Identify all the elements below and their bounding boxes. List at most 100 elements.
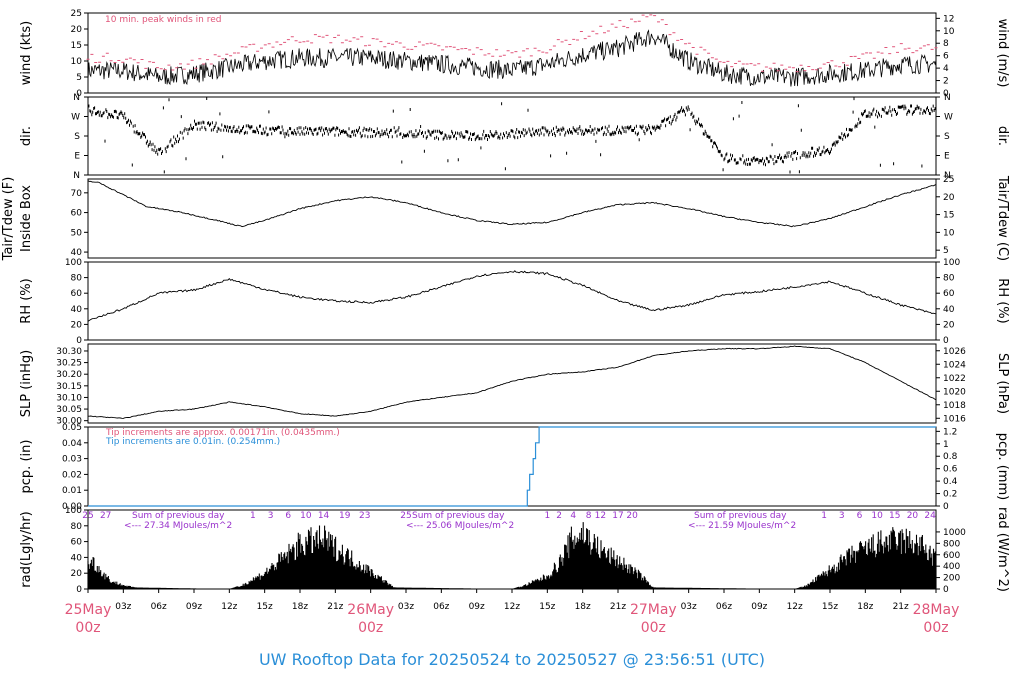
rad-hour-mark: 8 [586,511,592,521]
ytick-right-label-slp: 1016 [943,414,966,424]
ylabel-left-rh: RH (%) [19,278,34,323]
ytick-label-rad: 40 [71,553,83,563]
xtick-label: 03z [115,602,131,612]
ytick-right-label-dir: W [944,113,953,123]
ylabel-left-tair: Inside Box [19,185,34,252]
ytick-right-label-rh: 0 [943,336,949,346]
rad-hour-mark: 1 [544,511,550,521]
ytick-right-label-slp: 1022 [943,374,966,384]
ytick-label-rad: 20 [71,569,83,579]
ytick-label-wind: 0 [76,89,82,99]
slp-series-line [88,345,937,419]
ytick-right-label-slp: 1026 [943,347,966,357]
ytick-label-pcp: 0.02 [62,470,82,480]
ytick-label-rh: 0 [76,336,82,346]
ytick-label-slp: 30.30 [56,347,82,357]
ytick-right-label-wind: 4 [943,64,949,74]
ytick-label-tair: 70 [71,189,83,199]
ytick-right-label-rh: 100 [943,258,960,268]
ytick-right-label-wind: 10 [943,27,955,37]
ytick-label-rad: 0 [76,585,82,595]
ytick-right-label-dir: E [944,152,950,162]
pcp-series-line [88,426,936,507]
ytick-right-label-dir: S [944,132,950,142]
footer-title: UW Rooftop Data for 20250524 to 20250527… [259,650,765,669]
ytick-right-label-pcp: 0.8 [943,452,958,462]
rad-annotation: <--- 21.59 MJoules/m^2 [688,521,796,531]
ytick-label-rh: 20 [71,320,83,330]
ytick-label-rh: 100 [65,258,82,268]
ytick-right-label-dir: N [944,93,951,103]
xtick-label: 09z [469,602,485,612]
xtick-label: 18z [292,602,308,612]
ytick-right-label-pcp: 1 [943,440,949,450]
xtick-label: 15z [539,602,555,612]
wind-peak-marks [86,14,938,73]
ytick-label-slp: 30.20 [56,370,82,380]
xtick-label: 21z [610,602,626,612]
xtick-label: 12z [221,602,237,612]
ytick-right-label-tair: 10 [943,228,955,238]
ytick-right-label-wind: 12 [943,14,954,24]
ytick-label-pcp: 0.01 [62,486,82,496]
date-label: 26May [347,602,394,618]
panel-frame-dir [87,96,937,176]
xtick-label: 09z [751,602,767,612]
rad-hour-mark: 17 [612,511,623,521]
ytick-right-label-pcp: 0.2 [943,490,957,500]
rad-hour-mark: 20 [907,511,919,521]
ytick-label-tair: 40 [71,248,83,258]
ytick-right-label-pcp: 0.6 [943,465,958,475]
ytick-right-label-tair: 15 [943,211,954,221]
xtick-label: 18z [575,602,591,612]
ylabel-left-rad: rad(Lgly/hr) [19,511,34,587]
panel-frame-tair [87,178,937,259]
ytick-label-wind: 20 [71,25,83,35]
wind-annotation: 10 min. peak winds in red [105,15,222,25]
ylabel-right-tair: Tair/Tdew (C) [995,175,1010,261]
ytick-label-rh: 60 [71,289,83,299]
rad-annotation: Sum of previous day [694,511,787,521]
ytick-right-label-tair: 5 [943,246,949,256]
ytick-right-label-wind: 8 [943,39,949,49]
ytick-label-pcp: 0.03 [62,455,82,465]
ytick-label-tair: 50 [71,228,83,238]
ylabel-right-pcp: pcp. (mm) [995,433,1010,500]
ytick-label-dir: N [73,171,80,181]
rad-hour-mark: 20 [626,511,638,521]
pcp-note-exact: Tip increments are 0.01in. (0.254mm.) [105,437,280,447]
ylabel-left-wind: wind (kts) [19,21,34,85]
ytick-right-label-rh: 60 [943,289,955,299]
rad-hour-mark: 10 [871,511,883,521]
panel-pcp: pcp. (in) pcp. (mm) 0.00 0.01 0.02 0.03 0.04 0.… [19,423,1010,512]
ytick-right-label-rad: 1000 [943,528,966,538]
panel-frame-rh [87,261,937,341]
ytick-label-dir: N [73,93,80,103]
rad-hour-mark: 10 [300,511,312,521]
rad-hour-mark: 12 [595,511,606,521]
ytick-label-pcp: 0.04 [62,439,82,449]
ytick-label-slp: 30.15 [56,382,82,392]
rad-hour-mark: 3 [268,511,274,521]
xtick-label: 12z [504,602,520,612]
ytick-label-rad: 100 [65,506,82,516]
ytick-right-label-pcp: 0 [943,502,949,512]
ytick-label-rad: 60 [71,538,83,548]
rad-hour-mark: 14 [318,511,330,521]
rad-annotation: <--- 25.06 MJoules/m^2 [406,521,514,531]
ytick-label-slp: 30.00 [56,417,82,427]
ytick-right-label-rad: 200 [943,574,960,584]
ytick-right-label-wind: 2 [943,77,949,87]
panel-rad: rad(Lgly/hr) rad (W/m^2)02040608010002004… [19,506,1010,595]
ylabel-outer-tair: Tair/Tdew (F) [1,177,16,262]
xtick-label: 21z [327,602,343,612]
panel-wind: wind (kts) wind (m/s) 0 5 10 15 20 25 0 2 4 6 8 10 12 1… [19,9,1010,99]
ytick-right-label-slp: 1018 [943,401,966,411]
date-label-hour: 00z [75,620,100,636]
panel-dir: dir. dir.N NE ES SW WN N [19,93,1010,181]
ytick-right-label-wind: 0 [943,89,949,99]
ytick-right-label-wind: 6 [943,52,949,62]
ytick-label-rh: 40 [71,305,83,315]
ytick-label-dir: E [74,152,80,162]
dir-series-points [87,97,937,174]
